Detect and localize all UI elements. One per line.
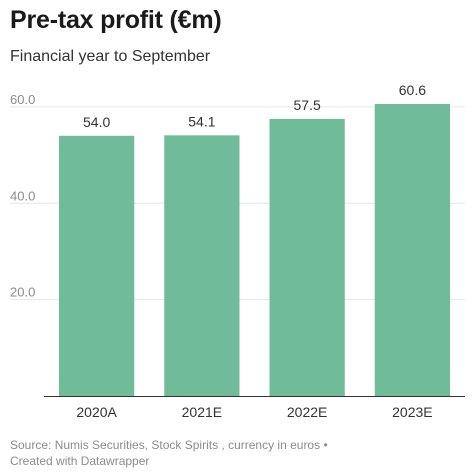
bar-value-label: 57.5: [294, 97, 321, 113]
chart-subtitle: Financial year to September: [10, 48, 211, 65]
bar-value-label: 60.6: [399, 82, 426, 98]
x-tick-label: 2020A: [76, 404, 117, 420]
source-note: Source: Numis Securities, Stock Spirits …: [10, 437, 450, 469]
x-axis: 2020A 2021E 2022E 2023E: [44, 396, 465, 420]
y-tick-label: 40.0: [10, 188, 35, 203]
y-tick-label: 60.0: [10, 92, 35, 107]
bar: [164, 135, 240, 396]
bar-chart: 20.0 40.0 60.0 54.0 54.1 57.5 60.6 2020A 2021E…: [10, 82, 465, 420]
bar: [269, 118, 345, 397]
x-tick-label: 2021E: [182, 404, 222, 420]
bar-value-label: 54.0: [83, 114, 110, 130]
value-labels: 54.0 54.1 57.5 60.6: [83, 82, 426, 130]
credit-line: Created with Datawrapper: [10, 454, 150, 468]
x-tick-label: 2023E: [392, 404, 432, 420]
bar: [59, 135, 135, 396]
source-line: Source: Numis Securities, Stock Spirits …: [10, 438, 328, 452]
bar-value-label: 54.1: [188, 113, 215, 129]
y-tick-label: 20.0: [10, 285, 35, 300]
chart-title: Pre-tax profit (€m): [10, 6, 222, 34]
bars: [59, 104, 450, 397]
x-tick-label: 2022E: [287, 404, 327, 420]
bar: [374, 104, 450, 396]
